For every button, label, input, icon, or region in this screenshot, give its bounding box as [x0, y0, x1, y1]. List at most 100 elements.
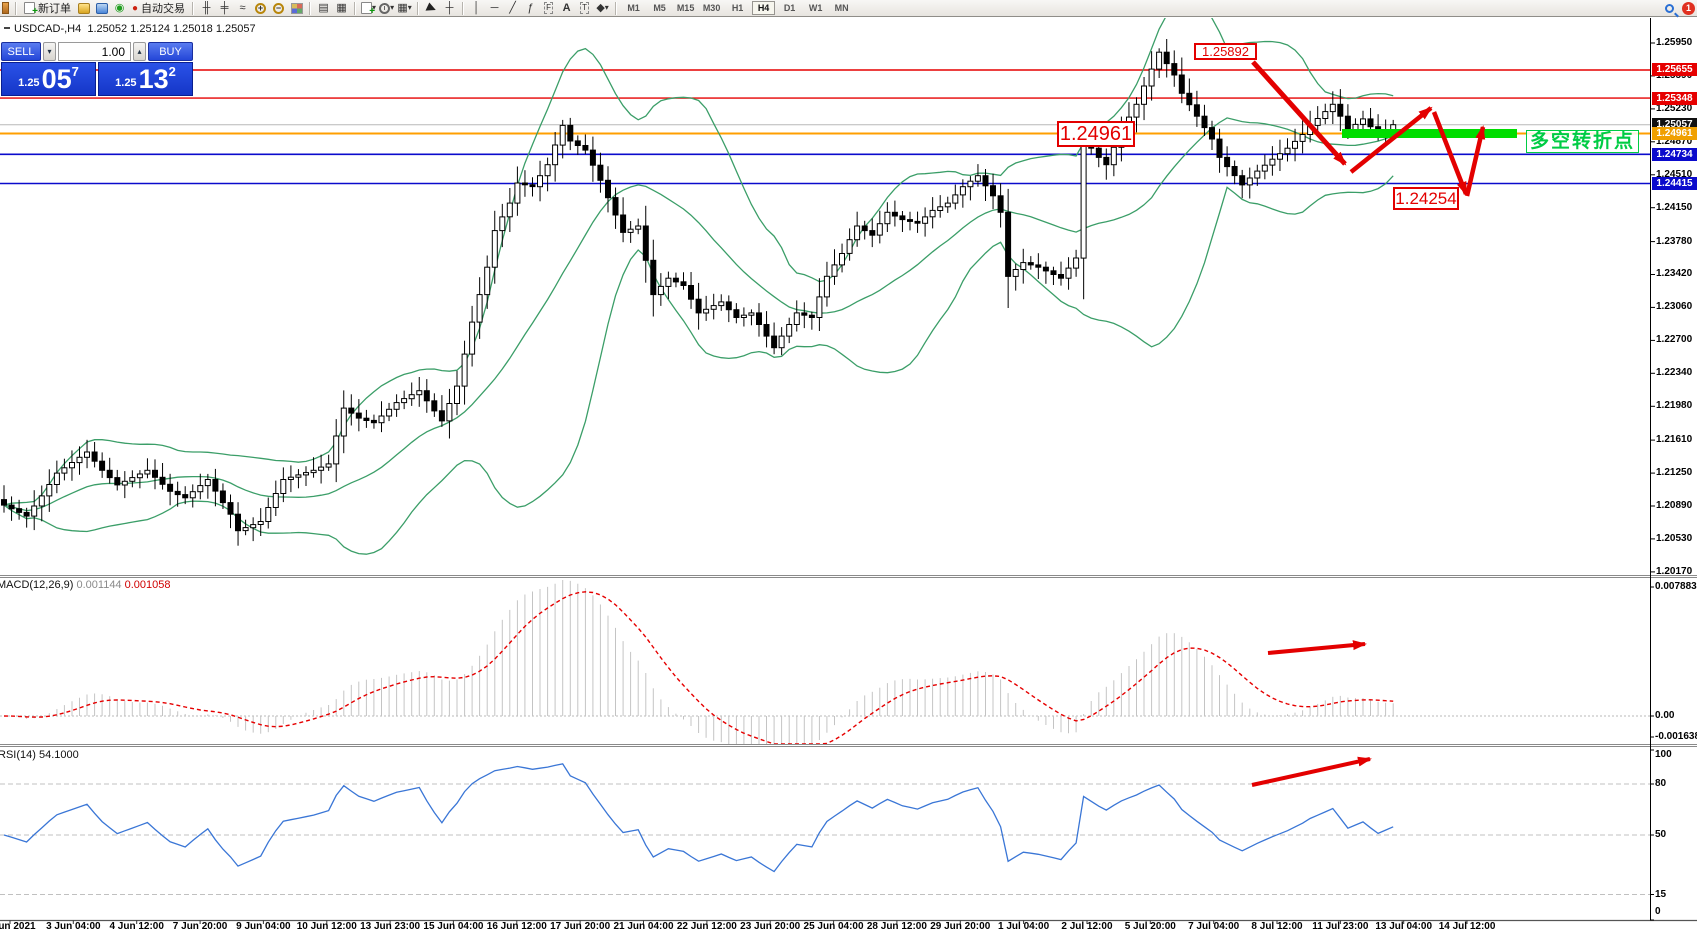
turning-point-annotation[interactable]: 多空转折点: [1526, 130, 1640, 153]
sell-button[interactable]: SELL: [1, 42, 41, 61]
macd-main-value: 0.001144: [76, 579, 122, 591]
vertical-line-tool[interactable]: │: [469, 1, 484, 16]
label-tool[interactable]: T: [577, 1, 592, 16]
signals-button[interactable]: ◉: [112, 1, 127, 16]
candlestick-chart-button[interactable]: ╪: [217, 1, 232, 16]
autotrading-button[interactable]: ● 自动交易: [130, 1, 187, 16]
timeframe-h4[interactable]: H4: [752, 1, 776, 15]
new-chart-button[interactable]: ▾: [361, 1, 376, 17]
rsi-name: RSI(14): [0, 749, 36, 761]
metaeditor-button[interactable]: [76, 1, 91, 16]
volume-decrease-button[interactable]: ▾: [43, 42, 56, 61]
price-level-badge: 1.25655: [1652, 63, 1697, 77]
channel-tool[interactable]: F: [541, 1, 556, 16]
time-tick-label: 9 Jun 04:00: [236, 921, 291, 932]
price-tick-label: 1.23780: [1656, 235, 1693, 247]
templates-button[interactable]: ▦ ▾: [397, 1, 412, 16]
new-order-icon: [24, 2, 38, 17]
time-tick-label: 1 Jun 2021: [0, 921, 36, 932]
shapes-tool[interactable]: ◆ ▾: [595, 1, 610, 16]
indicators-button[interactable]: [289, 1, 304, 16]
time-tick-label: 17 Jun 20:00: [550, 921, 611, 932]
timeframe-w1[interactable]: W1: [808, 3, 823, 13]
price-annotation-box[interactable]: 1.24961: [1057, 121, 1135, 147]
volume-input[interactable]: [58, 42, 131, 61]
period-menu-button[interactable]: ▾: [379, 1, 394, 16]
timeframe-m5[interactable]: M5: [653, 3, 666, 13]
price-tick-label: 1.22340: [1656, 367, 1693, 379]
horizontal-line-tool[interactable]: ─: [487, 1, 502, 16]
zoom-in-button[interactable]: +: [253, 1, 268, 16]
new-order-button[interactable]: 新订单: [22, 1, 73, 17]
channel-icon: F: [544, 2, 554, 14]
bar-chart-icon: ╫: [202, 1, 211, 14]
toolbar-separator: [192, 1, 195, 15]
time-tick-label: 21 Jun 04:00: [613, 921, 674, 932]
time-tick-label: 13 Jun 23:00: [360, 921, 421, 932]
timeframe-group: M1 M5 M15 M30 H1 H4 D1 W1 MN: [622, 0, 853, 17]
macd-axis-label: 0.00: [1655, 710, 1675, 721]
buy-price-display[interactable]: 1.25 13 2: [98, 62, 193, 96]
zoom-out-button[interactable]: −: [271, 1, 286, 16]
caret-down-icon: ▾: [604, 3, 609, 12]
toolbar-separator: [309, 1, 312, 15]
fibonacci-tool[interactable]: ƒ: [523, 1, 538, 16]
price-annotation-box[interactable]: 1.25892: [1194, 43, 1257, 60]
clipped-edge-icon: [2, 2, 9, 14]
community-button[interactable]: [94, 1, 109, 16]
toolbar-separator: [615, 1, 618, 15]
new-order-label: 新订单: [38, 3, 71, 15]
horizontal-line-icon: ─: [490, 1, 499, 14]
time-axis[interactable]: 1 Jun 2021 3 Jun 04:00 4 Jun 12:00 7 Jun 20…: [0, 920, 1697, 934]
cascade-windows-button[interactable]: ▦: [334, 1, 349, 16]
time-tick-label: 10 Jun 12:00: [296, 921, 357, 932]
crosshair-tool-button[interactable]: ┼: [442, 1, 457, 16]
rsi-axis-label: 0: [1655, 906, 1661, 917]
trendline-tool[interactable]: ╱: [505, 1, 520, 16]
timeframe-m1[interactable]: M1: [627, 3, 640, 13]
time-tick-label: 23 Jun 20:00: [740, 921, 801, 932]
zoom-out-icon: −: [273, 2, 285, 14]
buy-button[interactable]: BUY: [148, 42, 193, 61]
legend-ohlc: 1.25052 1.25124 1.25018 1.25057: [87, 23, 256, 35]
price-annotation-box[interactable]: 1.24254: [1393, 187, 1459, 210]
price-tick-label: 1.25950: [1656, 37, 1693, 48]
line-chart-button[interactable]: ≈: [235, 1, 250, 16]
timeframe-m15[interactable]: M15: [676, 3, 695, 13]
price-tick-label: 1.23420: [1656, 268, 1693, 280]
text-tool[interactable]: A: [559, 1, 574, 16]
price-level-badge: 1.24961: [1652, 126, 1697, 140]
timeframe-h1[interactable]: H1: [731, 3, 744, 13]
volume-increase-button[interactable]: ▴: [133, 42, 146, 61]
bar-chart-button[interactable]: ╫: [199, 1, 214, 16]
timeframe-d1[interactable]: D1: [783, 3, 796, 13]
search-button[interactable]: [1664, 1, 1679, 16]
community-icon: [95, 2, 108, 14]
time-tick-label: 5 Jul 20:00: [1124, 921, 1176, 932]
metaeditor-icon: [77, 2, 90, 14]
macd-signal-value: 0.001058: [124, 579, 171, 591]
text-icon: A: [562, 1, 571, 14]
price-tick-label: 1.21610: [1656, 434, 1693, 446]
sell-price-big: 05: [41, 64, 72, 94]
price-tick-label: 1.24870: [1656, 135, 1693, 147]
crosshair-icon: ┼: [445, 1, 454, 14]
price-axis[interactable]: 1.259501.255901.252301.248701.245101.241…: [1650, 18, 1697, 934]
macd-axis-label: -0.001638: [1655, 731, 1697, 742]
toolbar-separator: [462, 1, 465, 15]
notification-badge[interactable]: 1: [1682, 1, 1695, 15]
macd-label: MACD(12,26,9) 0.001144 0.001058: [0, 579, 171, 591]
price-tick-label: 1.20530: [1656, 532, 1693, 544]
sell-price-display[interactable]: 1.25 05 7: [1, 62, 96, 96]
rsi-axis-label: 15: [1655, 888, 1667, 900]
timeframe-m30[interactable]: M30: [702, 3, 721, 13]
price-level-badge: 1.24734: [1652, 147, 1697, 161]
time-tick-label: 3 Jun 04:00: [46, 921, 101, 932]
tile-windows-button[interactable]: ▤: [316, 1, 331, 16]
timeframe-mn[interactable]: MN: [834, 3, 849, 13]
cursor-tool-button[interactable]: [424, 1, 439, 16]
toolbar-separator: [417, 1, 420, 15]
